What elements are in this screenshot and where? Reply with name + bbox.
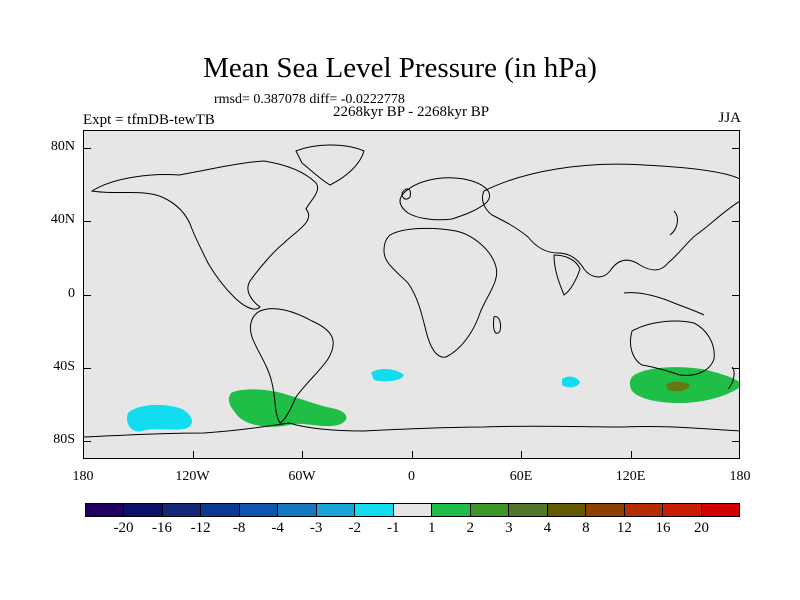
world-map	[84, 144, 739, 438]
colorbar-box	[586, 504, 625, 516]
x-tick-mark	[630, 451, 632, 459]
coast-north-america	[90, 160, 319, 310]
x-tick-mark	[302, 451, 303, 459]
y-tick-label: 80S	[53, 431, 75, 447]
colorbar-label: 2	[466, 520, 475, 536]
colorbar-label: 8	[582, 520, 590, 536]
colorbar-label: -4	[271, 520, 284, 536]
anomaly-positive-drake	[228, 389, 347, 427]
y-tick-label: 80N	[50, 139, 75, 155]
colorbar-label: 4	[543, 520, 552, 536]
colorbar-label: -3	[309, 520, 323, 536]
period-label: 2268kyr BP - 2268kyr BP	[332, 104, 490, 120]
coast-uk	[401, 188, 411, 200]
coast-south-america	[249, 308, 334, 424]
colorbar-box	[316, 504, 356, 516]
x-tick-label: 180	[729, 469, 751, 484]
colorbar-box	[124, 504, 163, 516]
colorbar-label: -8	[232, 520, 246, 536]
y-tick-mark	[83, 294, 91, 296]
anomaly-negative-south-atlantic	[371, 369, 404, 382]
x-tick-mark	[192, 451, 194, 459]
colorbar-box	[355, 504, 394, 516]
y-tick-label: 40S	[53, 358, 75, 374]
coast-africa	[383, 227, 498, 358]
coast-india	[553, 254, 581, 296]
colorbar-label: 16	[655, 520, 671, 536]
colorbar-box	[201, 504, 240, 516]
colorbar-box	[509, 504, 548, 516]
map-panel	[83, 130, 740, 459]
colorbar-label: -16	[152, 520, 173, 536]
x-tick-label: 120W	[175, 469, 210, 484]
coastlines	[84, 144, 739, 438]
y-tick-mark	[83, 221, 91, 223]
colorbar-box	[239, 504, 279, 516]
experiment-label: Expt = tfmDB-tewTB	[83, 112, 215, 128]
coast-indonesia	[623, 292, 705, 316]
colorbar-box	[86, 504, 125, 516]
y-tick-mark	[732, 148, 740, 150]
colorbar-box	[470, 504, 510, 516]
x-tick-label: 60E	[509, 469, 533, 484]
colorbar-box	[162, 504, 202, 516]
anomaly-fills	[126, 367, 739, 432]
coast-japan	[669, 210, 678, 236]
colorbar	[85, 503, 740, 517]
colorbar-label: 12	[616, 520, 632, 536]
colorbar-label: -12	[190, 520, 211, 536]
coast-europe	[399, 177, 491, 221]
y-tick-label: 0	[68, 285, 75, 301]
colorbar-box	[663, 504, 702, 516]
colorbar-label: 1	[428, 520, 436, 536]
colorbar-label: 3	[505, 520, 513, 536]
x-tick-mark	[521, 451, 522, 459]
coast-madagascar	[493, 316, 501, 334]
y-tick-mark	[83, 440, 91, 442]
y-tick-mark	[83, 148, 91, 150]
anomaly-negative-indian	[562, 376, 580, 388]
y-tick-mark	[732, 440, 740, 442]
colorbar-box	[432, 504, 471, 516]
y-tick-mark	[83, 367, 91, 369]
y-tick-mark	[732, 221, 740, 223]
x-tick-mark	[411, 451, 413, 459]
x-tick-label: 180	[72, 469, 94, 484]
colorbar-label: -2	[348, 520, 361, 536]
x-tick-mark	[739, 451, 740, 459]
colorbar-box	[624, 504, 664, 516]
y-tick-mark	[732, 367, 740, 369]
coast-australia	[629, 320, 715, 376]
coast-antarctica	[84, 422, 739, 438]
x-tick-mark	[83, 451, 84, 459]
x-tick-label: 60W	[288, 469, 316, 484]
colorbar-label: -1	[386, 520, 400, 536]
colorbar-box	[393, 504, 433, 516]
coast-asia	[481, 163, 739, 278]
rmsd-diff-stats: rmsd= 0.387078 diff= -0.0222778	[214, 92, 405, 107]
colorbar-box	[701, 504, 739, 516]
colorbar-box	[547, 504, 587, 516]
anomaly-positive2-australia	[666, 381, 690, 392]
colorbar-label: -20	[113, 520, 134, 536]
y-tick-mark	[732, 294, 740, 296]
anomaly-negative-south-pacific	[126, 404, 192, 432]
coast-greenland	[295, 144, 365, 186]
y-tick-label: 40N	[50, 212, 75, 228]
season-label: JJA	[718, 110, 741, 126]
x-tick-label: 0	[408, 469, 415, 484]
chart-title: Mean Sea Level Pressure (in hPa)	[203, 52, 597, 84]
colorbar-box	[278, 504, 317, 516]
x-tick-label: 120E	[615, 469, 646, 484]
colorbar-label: 20	[693, 520, 709, 536]
